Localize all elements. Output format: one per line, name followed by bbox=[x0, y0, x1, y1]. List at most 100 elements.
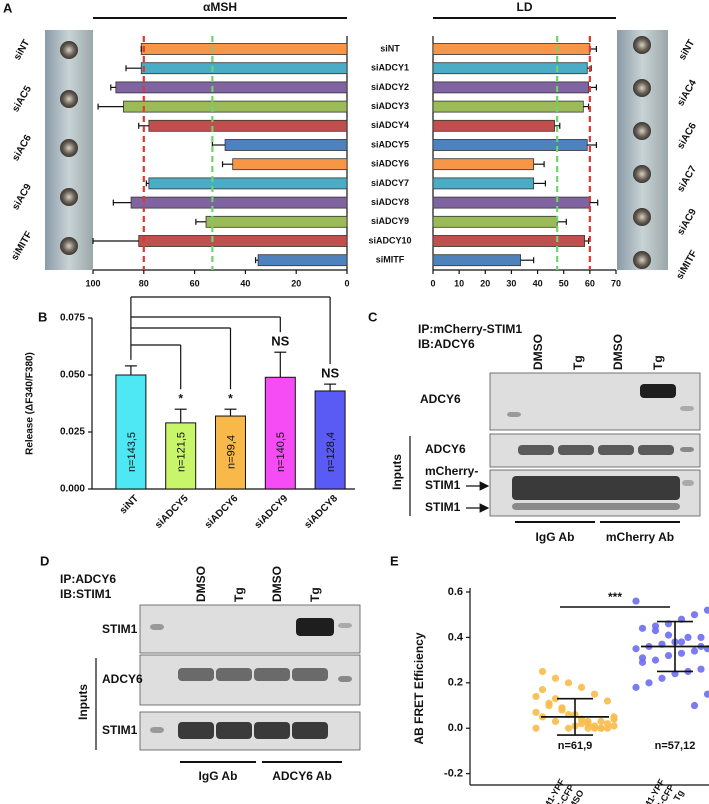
bar bbox=[123, 100, 348, 113]
category-label: siMITF bbox=[376, 255, 405, 265]
blot-band bbox=[680, 447, 694, 452]
blot-band bbox=[638, 445, 674, 455]
point bbox=[532, 724, 540, 732]
x-tick-label: 40 bbox=[533, 278, 543, 288]
bar bbox=[115, 374, 147, 490]
pellet bbox=[633, 122, 651, 140]
y-tick-label: 0.4 bbox=[448, 631, 464, 643]
bar bbox=[140, 62, 348, 75]
point bbox=[603, 697, 612, 705]
y-tick-label: 0.0 bbox=[448, 722, 463, 734]
group-label: IgG Ab bbox=[199, 769, 238, 783]
n-label: n=143,5 bbox=[126, 432, 138, 472]
y-tick-label: 0.000 bbox=[60, 484, 85, 495]
photo-label: siAC6 bbox=[10, 133, 34, 163]
pellet bbox=[633, 79, 651, 97]
point bbox=[584, 724, 592, 732]
blot-band bbox=[507, 412, 521, 417]
pellet bbox=[633, 208, 651, 226]
bar bbox=[432, 196, 591, 209]
point bbox=[697, 665, 705, 673]
blot-band bbox=[682, 480, 694, 486]
significance: * bbox=[178, 391, 183, 405]
x-tick-label: 50 bbox=[559, 278, 569, 288]
point bbox=[597, 724, 605, 732]
category-label: siADCY7 bbox=[371, 178, 409, 188]
blot-band bbox=[512, 476, 680, 500]
bar bbox=[432, 100, 584, 113]
point bbox=[697, 633, 705, 642]
n-label: n=128,4 bbox=[325, 432, 337, 472]
x-tick-label: 30 bbox=[506, 278, 516, 288]
y-axis-title: Release (ΔF340/F380) bbox=[25, 352, 36, 455]
x-tick-label: 60 bbox=[190, 278, 200, 288]
category-label: siADCY2 bbox=[371, 82, 409, 92]
blot-band bbox=[150, 727, 164, 733]
panel-letter: D bbox=[40, 553, 49, 568]
row-label: ADCY6 bbox=[425, 442, 466, 456]
point bbox=[564, 724, 573, 732]
point bbox=[677, 649, 686, 657]
point bbox=[690, 611, 699, 619]
bar bbox=[130, 196, 348, 209]
blot-band bbox=[254, 722, 290, 739]
lane-label: DMSO bbox=[531, 334, 545, 370]
row-label: STIM1 bbox=[425, 500, 461, 514]
blot-band bbox=[558, 445, 594, 455]
x-tick-label: 70 bbox=[611, 278, 621, 288]
y-tick-label: 0.025 bbox=[60, 427, 85, 438]
blot-band bbox=[178, 668, 214, 681]
category-label: siADCY4 bbox=[371, 120, 409, 130]
x-tick-label: Tg bbox=[672, 788, 686, 803]
lane-label: Tg bbox=[571, 355, 585, 370]
n-label: n=57,12 bbox=[655, 740, 696, 752]
point bbox=[597, 717, 605, 726]
point bbox=[658, 674, 666, 682]
point bbox=[532, 692, 540, 701]
photo-label: siAC5 bbox=[10, 84, 34, 114]
category-label: siADCY6 bbox=[371, 159, 409, 169]
y-tick-label: 0.2 bbox=[448, 677, 463, 689]
x-tick-label: 40 bbox=[240, 278, 250, 288]
point bbox=[610, 722, 618, 730]
bar bbox=[432, 177, 535, 190]
lane-label: DMSO bbox=[611, 334, 625, 370]
blot-band bbox=[518, 445, 554, 455]
bar bbox=[432, 254, 521, 267]
row-label: STIM1 bbox=[102, 622, 138, 636]
point bbox=[545, 699, 553, 707]
photo bbox=[617, 30, 668, 270]
x-tick-label: 80 bbox=[139, 278, 149, 288]
point bbox=[677, 638, 686, 646]
point bbox=[684, 633, 692, 642]
lane-label: Tg bbox=[232, 587, 246, 602]
inputs-label: Inputs bbox=[76, 684, 90, 720]
significance: NS bbox=[271, 334, 289, 349]
pellet bbox=[60, 90, 78, 108]
bar bbox=[148, 119, 348, 132]
point bbox=[632, 645, 640, 653]
ib-label: IB:ADCY6 bbox=[418, 337, 475, 351]
category-label: siADCY1 bbox=[371, 63, 409, 73]
row-label: ADCY6 bbox=[420, 392, 461, 406]
ib-label: IB:STIM1 bbox=[60, 587, 112, 601]
point bbox=[703, 606, 709, 614]
blot bbox=[489, 372, 701, 431]
group-label: mCherry Ab bbox=[606, 530, 674, 544]
panel-letter: A bbox=[3, 0, 13, 15]
category-label: siADCY3 bbox=[371, 101, 409, 111]
y-tick-label: 0.6 bbox=[448, 586, 463, 598]
y-tick-label: -0.2 bbox=[444, 768, 463, 780]
bar bbox=[205, 215, 348, 228]
photo-label: siAC9 bbox=[10, 182, 34, 212]
blot-band bbox=[640, 384, 676, 398]
lane-label: Tg bbox=[651, 355, 665, 370]
point bbox=[638, 624, 647, 632]
group-label: IgG Ab bbox=[536, 530, 575, 544]
blot-band bbox=[512, 503, 680, 510]
point bbox=[690, 647, 699, 655]
point bbox=[590, 724, 599, 732]
photo-label: siMITF bbox=[674, 249, 699, 282]
point bbox=[551, 674, 560, 682]
blot-band bbox=[680, 406, 694, 411]
